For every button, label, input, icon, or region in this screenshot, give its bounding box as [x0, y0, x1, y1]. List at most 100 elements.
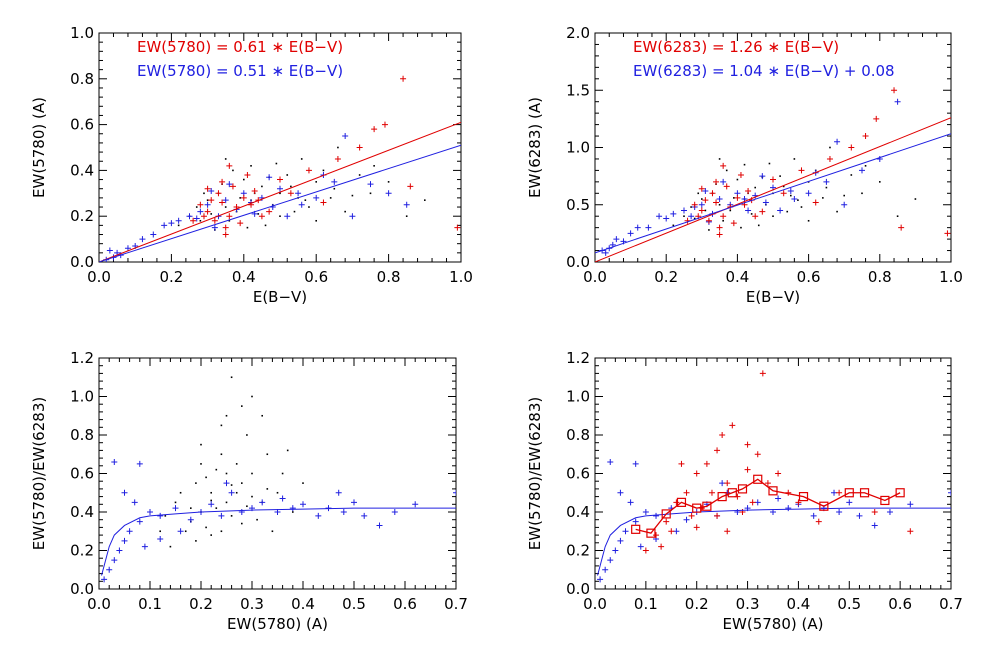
- blue-point: [894, 98, 901, 105]
- red-bin-marker: [798, 492, 809, 502]
- blue-point: [226, 181, 233, 188]
- black-point: [179, 491, 182, 494]
- black-point: [220, 453, 223, 456]
- y-tick-label: 0.4: [70, 503, 94, 521]
- red-point: [720, 162, 727, 169]
- black-point: [861, 192, 863, 195]
- blue-point: [136, 460, 143, 467]
- blue-point: [637, 543, 644, 550]
- y-axis-title: EW(5780)/EW(6283): [30, 397, 48, 550]
- red-point: [698, 207, 705, 214]
- black-point: [224, 206, 227, 208]
- blue-point: [349, 213, 356, 220]
- blue-point: [719, 480, 726, 487]
- black-point: [264, 224, 267, 227]
- black-point: [239, 197, 241, 199]
- red-point: [713, 178, 720, 185]
- blue-point: [131, 499, 138, 506]
- red-point: [770, 176, 776, 183]
- red-point: [407, 183, 414, 190]
- black-point: [286, 174, 289, 176]
- blue-point: [116, 547, 123, 554]
- x-tick-label: 0.6: [797, 268, 821, 286]
- blue-point: [754, 499, 761, 506]
- blue-point: [762, 199, 769, 206]
- red-point: [356, 144, 363, 151]
- black-point: [693, 217, 696, 220]
- black-point: [275, 162, 278, 165]
- blue-point: [681, 207, 687, 214]
- black-point: [184, 530, 187, 533]
- red-point: [190, 217, 197, 224]
- x-tick-label: 0.0: [87, 595, 111, 613]
- black-point: [279, 192, 281, 195]
- blue-point: [106, 247, 113, 254]
- red-point: [334, 155, 341, 162]
- x-tick-label: 0.0: [583, 595, 607, 613]
- blue-point: [121, 489, 128, 496]
- black-point: [829, 146, 831, 149]
- red-point: [226, 213, 233, 220]
- x-tick-label: 0.7: [939, 595, 963, 613]
- black-point: [768, 162, 771, 165]
- red-point: [244, 171, 251, 178]
- fit-equation-red: EW(5780) = 0.61 ∗ E(B−V): [137, 38, 343, 56]
- black-point: [266, 488, 269, 490]
- blue-point: [284, 213, 291, 220]
- red-point: [775, 470, 782, 477]
- red-point: [673, 499, 680, 506]
- blue-point: [720, 178, 727, 185]
- black-point: [169, 545, 172, 548]
- blue-point: [871, 522, 878, 529]
- plot-area: [597, 370, 951, 583]
- black-point: [246, 226, 249, 229]
- black-point: [271, 530, 274, 533]
- black-point: [718, 203, 721, 206]
- blue-point: [172, 505, 179, 512]
- blue-point: [157, 512, 164, 519]
- black-point: [286, 449, 289, 452]
- blue-point: [300, 501, 306, 508]
- red-point: [371, 126, 378, 133]
- x-tick-label: 0.0: [87, 268, 111, 286]
- x-axis-title: EW(5780) (A): [227, 615, 328, 633]
- y-tick-label: 0.8: [70, 426, 94, 444]
- red-point: [737, 171, 744, 178]
- blue-model-curve: [101, 507, 456, 576]
- x-axis-title: EW(5780) (A): [723, 615, 824, 633]
- black-point: [779, 175, 781, 177]
- black-point: [351, 194, 354, 197]
- x-tick-label: 0.6: [393, 595, 417, 613]
- blue-point: [295, 190, 302, 197]
- red-point: [714, 512, 721, 519]
- red-point: [723, 183, 730, 190]
- black-point: [304, 199, 307, 201]
- blue-point: [663, 215, 670, 222]
- red-point: [305, 167, 312, 174]
- red-point: [653, 532, 660, 539]
- black-point: [315, 219, 317, 222]
- black-point: [825, 186, 828, 189]
- black-point: [850, 174, 853, 176]
- black-point: [210, 491, 212, 494]
- black-point: [807, 219, 810, 222]
- blue-point: [632, 460, 639, 467]
- x-tick-label: 0.3: [736, 595, 760, 613]
- red-point: [642, 547, 649, 554]
- red-bin-marker: [737, 484, 748, 494]
- x-tick-label: 0.2: [685, 595, 709, 613]
- x-tick-label: 0.1: [138, 595, 162, 613]
- red-point: [693, 524, 700, 531]
- black-point: [225, 414, 228, 417]
- black-point: [195, 540, 197, 542]
- x-axis-title: E(B−V): [746, 288, 800, 306]
- axes-frame: [98, 32, 462, 263]
- red-point: [759, 208, 766, 215]
- black-point: [690, 206, 692, 208]
- red-point: [944, 230, 951, 237]
- blue-point: [147, 509, 153, 515]
- blue-point: [673, 528, 680, 535]
- blue-point: [211, 224, 218, 231]
- red-point: [454, 224, 461, 231]
- black-point: [250, 165, 252, 167]
